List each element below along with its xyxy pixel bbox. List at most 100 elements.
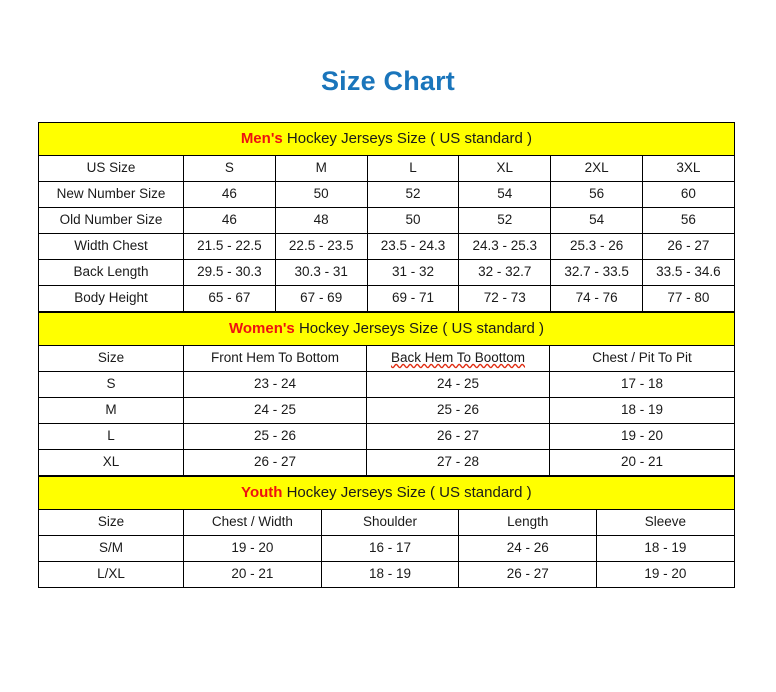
youth-row-1-col-1: 18 - 19 <box>320 561 460 588</box>
womens-header-cell-2: Back Hem To Boottom <box>366 345 550 372</box>
table-row: L 25 - 26 26 - 27 19 - 20 <box>38 423 736 450</box>
mens-row-2-col-0: 21.5 - 22.5 <box>183 233 276 260</box>
youth-row-1-col-2: 26 - 27 <box>458 561 598 588</box>
mens-row-1-col-4: 54 <box>550 207 643 234</box>
mens-row-0-col-2: 52 <box>366 181 460 208</box>
mens-row-1-col-5: 56 <box>641 207 735 234</box>
womens-banner-rest: Hockey Jerseys Size ( US standard ) <box>294 319 545 337</box>
mens-size-table: Men's Hockey Jerseys Size ( US standard … <box>38 122 735 312</box>
youth-row-1-label: L/XL <box>38 561 184 588</box>
mens-row-1-col-3: 52 <box>458 207 552 234</box>
womens-row-1-label: M <box>38 397 184 424</box>
mens-header-cell-2: M <box>274 155 368 182</box>
mens-row-0-col-0: 46 <box>183 181 276 208</box>
mens-row-4-label: Body Height <box>38 285 184 312</box>
womens-row-2-label: L <box>38 423 184 450</box>
table-row: Width Chest 21.5 - 22.5 22.5 - 23.5 23.5… <box>38 233 735 260</box>
table-row: S 23 - 24 24 - 25 17 - 18 <box>38 371 736 398</box>
womens-row-0-col-0: 23 - 24 <box>183 371 367 398</box>
youth-banner-row: Youth Hockey Jerseys Size ( US standard … <box>38 476 735 510</box>
mens-row-2-col-4: 25.3 - 26 <box>550 233 643 260</box>
womens-row-3-label: XL <box>38 449 184 476</box>
table-row: Body Height 65 - 67 67 - 69 69 - 71 72 -… <box>38 285 735 312</box>
womens-row-1-col-0: 24 - 25 <box>183 397 367 424</box>
youth-row-0-label: S/M <box>38 535 184 562</box>
womens-size-table: Women's Hockey Jerseys Size ( US standar… <box>37 312 736 476</box>
mens-row-4-col-5: 77 - 80 <box>641 285 735 312</box>
mens-row-2-label: Width Chest <box>38 233 184 260</box>
mens-row-2-col-1: 22.5 - 23.5 <box>274 233 368 260</box>
mens-row-2-col-5: 26 - 27 <box>641 233 735 260</box>
womens-banner-row: Women's Hockey Jerseys Size ( US standar… <box>37 312 736 346</box>
size-tables-container: Men's Hockey Jerseys Size ( US standard … <box>37 122 736 588</box>
youth-banner-rest: Hockey Jerseys Size ( US standard ) <box>282 483 532 501</box>
womens-header-row: Size Front Hem To Bottom Back Hem To Boo… <box>38 345 736 372</box>
mens-row-3-col-5: 33.5 - 34.6 <box>641 259 735 286</box>
youth-header-cell-3: Length <box>458 509 598 536</box>
womens-row-1-col-2: 18 - 19 <box>548 397 736 424</box>
mens-row-2-col-2: 23.5 - 24.3 <box>366 233 460 260</box>
mens-banner-row: Men's Hockey Jerseys Size ( US standard … <box>38 122 735 156</box>
table-row: XL 26 - 27 27 - 28 20 - 21 <box>38 449 736 476</box>
mens-banner-accent: Men's <box>240 129 283 147</box>
mens-row-3-col-3: 32 - 32.7 <box>458 259 552 286</box>
mens-row-4-col-4: 74 - 76 <box>550 285 643 312</box>
mens-banner: Men's Hockey Jerseys Size ( US standard … <box>38 122 735 156</box>
mens-row-0-label: New Number Size <box>38 181 184 208</box>
mens-row-4-col-3: 72 - 73 <box>458 285 552 312</box>
mens-header-cell-6: 3XL <box>641 155 735 182</box>
youth-row-0-col-1: 16 - 17 <box>320 535 460 562</box>
youth-header-cell-2: Shoulder <box>320 509 460 536</box>
table-row: Back Length 29.5 - 30.3 30.3 - 31 31 - 3… <box>38 259 735 286</box>
mens-row-3-col-2: 31 - 32 <box>366 259 460 286</box>
table-row: S/M 19 - 20 16 - 17 24 - 26 18 - 19 <box>38 535 735 562</box>
womens-row-1-col-1: 25 - 26 <box>366 397 550 424</box>
womens-row-0-label: S <box>38 371 184 398</box>
womens-header-cell-1: Front Hem To Bottom <box>183 345 367 372</box>
womens-header-cell-3: Chest / Pit To Pit <box>548 345 736 372</box>
womens-header-cell-0: Size <box>38 345 184 372</box>
mens-row-1-label: Old Number Size <box>38 207 184 234</box>
womens-row-3-col-2: 20 - 21 <box>548 449 736 476</box>
youth-banner: Youth Hockey Jerseys Size ( US standard … <box>38 476 735 510</box>
womens-row-3-col-0: 26 - 27 <box>183 449 367 476</box>
youth-row-1-col-0: 20 - 21 <box>183 561 322 588</box>
mens-row-3-col-1: 30.3 - 31 <box>274 259 368 286</box>
table-row: L/XL 20 - 21 18 - 19 26 - 27 19 - 20 <box>38 561 735 588</box>
youth-header-cell-4: Sleeve <box>596 509 735 536</box>
womens-row-0-col-1: 24 - 25 <box>366 371 550 398</box>
womens-banner-accent: Women's <box>228 319 295 337</box>
mens-row-1-col-1: 48 <box>274 207 368 234</box>
youth-header-cell-0: Size <box>38 509 184 536</box>
mens-row-1-col-0: 46 <box>183 207 276 234</box>
womens-row-2-col-0: 25 - 26 <box>183 423 367 450</box>
womens-banner: Women's Hockey Jerseys Size ( US standar… <box>37 312 736 346</box>
mens-row-4-col-2: 69 - 71 <box>366 285 460 312</box>
mens-header-cell-1: S <box>183 155 276 182</box>
mens-header-cell-5: 2XL <box>550 155 643 182</box>
table-row: Old Number Size 46 48 50 52 54 56 <box>38 207 735 234</box>
womens-row-2-col-1: 26 - 27 <box>366 423 550 450</box>
mens-row-4-col-0: 65 - 67 <box>183 285 276 312</box>
mens-header-row: US Size S M L XL 2XL 3XL <box>38 155 735 182</box>
page-title: Size Chart <box>320 66 456 96</box>
youth-size-table: Youth Hockey Jerseys Size ( US standard … <box>38 476 735 588</box>
table-row: New Number Size 46 50 52 54 56 60 <box>38 181 735 208</box>
youth-row-0-col-0: 19 - 20 <box>183 535 322 562</box>
youth-row-1-col-3: 19 - 20 <box>596 561 735 588</box>
mens-header-cell-4: XL <box>458 155 552 182</box>
mens-row-0-col-3: 54 <box>458 181 552 208</box>
mens-row-4-col-1: 67 - 69 <box>274 285 368 312</box>
mens-row-0-col-4: 56 <box>550 181 643 208</box>
mens-row-2-col-3: 24.3 - 25.3 <box>458 233 552 260</box>
youth-banner-accent: Youth <box>241 483 283 501</box>
womens-row-0-col-2: 17 - 18 <box>548 371 736 398</box>
youth-header-cell-1: Chest / Width <box>183 509 322 536</box>
mens-header-cell-3: L <box>366 155 460 182</box>
youth-header-row: Size Chest / Width Shoulder Length Sleev… <box>38 509 735 536</box>
youth-row-0-col-3: 18 - 19 <box>596 535 735 562</box>
womens-row-2-col-2: 19 - 20 <box>548 423 736 450</box>
mens-row-0-col-1: 50 <box>274 181 368 208</box>
table-row: M 24 - 25 25 - 26 18 - 19 <box>38 397 736 424</box>
